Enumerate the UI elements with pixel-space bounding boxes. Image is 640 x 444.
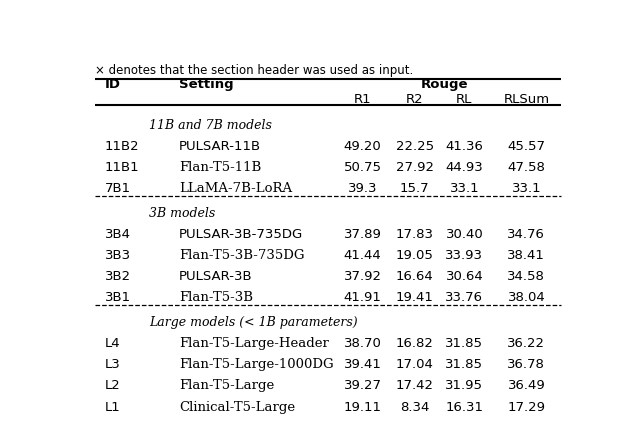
Text: 3B models: 3B models bbox=[150, 206, 216, 220]
Text: 7B1: 7B1 bbox=[105, 182, 131, 195]
Text: ID: ID bbox=[105, 78, 121, 91]
Text: Flan-T5-Large-1000DG: Flan-T5-Large-1000DG bbox=[179, 358, 334, 371]
Text: 36.22: 36.22 bbox=[508, 337, 545, 350]
Text: 38.41: 38.41 bbox=[508, 249, 545, 262]
Text: 36.49: 36.49 bbox=[508, 380, 545, 392]
Text: 49.20: 49.20 bbox=[344, 140, 381, 153]
Text: Flan-T5-11B: Flan-T5-11B bbox=[179, 161, 262, 174]
Text: 16.82: 16.82 bbox=[396, 337, 434, 350]
Text: Setting: Setting bbox=[179, 78, 234, 91]
Text: L3: L3 bbox=[105, 358, 120, 371]
Text: 30.64: 30.64 bbox=[445, 270, 483, 283]
Text: 33.1: 33.1 bbox=[511, 182, 541, 195]
Text: R2: R2 bbox=[406, 93, 424, 106]
Text: 3B3: 3B3 bbox=[105, 249, 131, 262]
Text: 38.70: 38.70 bbox=[344, 337, 381, 350]
Text: Flan-T5-Large-Header: Flan-T5-Large-Header bbox=[179, 337, 329, 350]
Text: 45.57: 45.57 bbox=[508, 140, 545, 153]
Text: 16.64: 16.64 bbox=[396, 270, 434, 283]
Text: 17.04: 17.04 bbox=[396, 358, 434, 371]
Text: 11B and 7B models: 11B and 7B models bbox=[150, 119, 272, 132]
Text: 31.85: 31.85 bbox=[445, 337, 483, 350]
Text: 30.40: 30.40 bbox=[445, 228, 483, 241]
Text: Flan-T5-Large: Flan-T5-Large bbox=[179, 380, 275, 392]
Text: 17.83: 17.83 bbox=[396, 228, 434, 241]
Text: 11B1: 11B1 bbox=[105, 161, 140, 174]
Text: 11B2: 11B2 bbox=[105, 140, 140, 153]
Text: L2: L2 bbox=[105, 380, 120, 392]
Text: 22.25: 22.25 bbox=[396, 140, 434, 153]
Text: 31.85: 31.85 bbox=[445, 358, 483, 371]
Text: 3B2: 3B2 bbox=[105, 270, 131, 283]
Text: LLaMA-7B-LoRA: LLaMA-7B-LoRA bbox=[179, 182, 292, 195]
Text: × denotes that the section header was used as input.: × denotes that the section header was us… bbox=[95, 63, 413, 76]
Text: Rouge: Rouge bbox=[421, 78, 468, 91]
Text: 37.89: 37.89 bbox=[344, 228, 381, 241]
Text: 31.95: 31.95 bbox=[445, 380, 483, 392]
Text: 36.78: 36.78 bbox=[508, 358, 545, 371]
Text: 16.31: 16.31 bbox=[445, 400, 483, 414]
Text: Large models (< 1B parameters): Large models (< 1B parameters) bbox=[150, 316, 358, 329]
Text: 39.3: 39.3 bbox=[348, 182, 378, 195]
Text: 33.76: 33.76 bbox=[445, 291, 483, 305]
Text: 37.92: 37.92 bbox=[344, 270, 381, 283]
Text: 38.04: 38.04 bbox=[508, 291, 545, 305]
Text: 39.41: 39.41 bbox=[344, 358, 381, 371]
Text: 33.1: 33.1 bbox=[449, 182, 479, 195]
Text: 3B1: 3B1 bbox=[105, 291, 131, 305]
Text: PULSAR-3B: PULSAR-3B bbox=[179, 270, 253, 283]
Text: 50.75: 50.75 bbox=[344, 161, 381, 174]
Text: 17.29: 17.29 bbox=[508, 400, 545, 414]
Text: 39.27: 39.27 bbox=[344, 380, 381, 392]
Text: 15.7: 15.7 bbox=[400, 182, 429, 195]
Text: 27.92: 27.92 bbox=[396, 161, 434, 174]
Text: 41.44: 41.44 bbox=[344, 249, 381, 262]
Text: 44.93: 44.93 bbox=[445, 161, 483, 174]
Text: R1: R1 bbox=[354, 93, 372, 106]
Text: PULSAR-3B-735DG: PULSAR-3B-735DG bbox=[179, 228, 303, 241]
Text: PULSAR-11B: PULSAR-11B bbox=[179, 140, 261, 153]
Text: 47.58: 47.58 bbox=[508, 161, 545, 174]
Text: Flan-T5-3B: Flan-T5-3B bbox=[179, 291, 253, 305]
Text: 41.91: 41.91 bbox=[344, 291, 381, 305]
Text: 3B4: 3B4 bbox=[105, 228, 131, 241]
Text: 34.58: 34.58 bbox=[508, 270, 545, 283]
Text: 19.11: 19.11 bbox=[344, 400, 381, 414]
Text: L1: L1 bbox=[105, 400, 120, 414]
Text: 33.93: 33.93 bbox=[445, 249, 483, 262]
Text: RLSum: RLSum bbox=[503, 93, 550, 106]
Text: L4: L4 bbox=[105, 337, 120, 350]
Text: 17.42: 17.42 bbox=[396, 380, 434, 392]
Text: 19.41: 19.41 bbox=[396, 291, 434, 305]
Text: 19.05: 19.05 bbox=[396, 249, 434, 262]
Text: 34.76: 34.76 bbox=[508, 228, 545, 241]
Text: 8.34: 8.34 bbox=[400, 400, 429, 414]
Text: 41.36: 41.36 bbox=[445, 140, 483, 153]
Text: RL: RL bbox=[456, 93, 472, 106]
Text: Clinical-T5-Large: Clinical-T5-Large bbox=[179, 400, 295, 414]
Text: Flan-T5-3B-735DG: Flan-T5-3B-735DG bbox=[179, 249, 305, 262]
